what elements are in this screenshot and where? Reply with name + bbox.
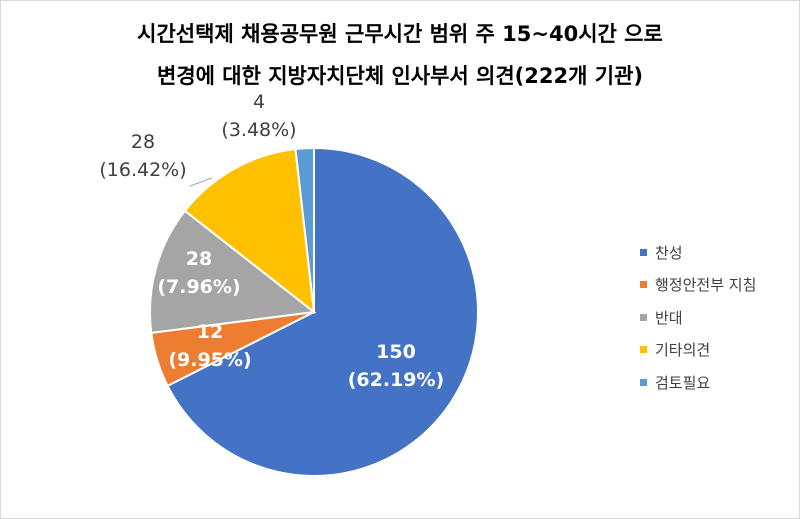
legend-item-agree: 찬성	[640, 236, 756, 269]
legend-label-oppose: 반대	[655, 308, 683, 327]
legend-item-mois-guideline: 행정안전부 지침	[640, 269, 756, 302]
data-label-mois-guideline: 12 (9.95%)	[168, 321, 251, 371]
legend-label-review-needed: 검토필요	[655, 373, 711, 392]
data-label-oppose: 28 (7.96%)	[157, 248, 240, 298]
legend-item-review-needed: 검토필요	[640, 366, 756, 399]
leader-line-other-opinion	[189, 177, 213, 187]
legend-item-oppose: 반대	[640, 301, 756, 334]
chart-title-line-1: 시간선택제 채용공무원 근무시간 범위 주 15~40시간 으로	[137, 22, 663, 46]
pie-slice-review-needed	[294, 146, 315, 313]
data-label-agree: 150 (62.19%)	[348, 341, 445, 391]
legend-label-other-opinion: 기타의견	[655, 341, 711, 360]
pie-slice-agree	[166, 146, 479, 477]
legend-label-agree: 찬성	[655, 243, 683, 262]
legend-swatch-mois-guideline	[640, 281, 647, 289]
legend-swatch-agree	[640, 248, 647, 256]
data-label-other-opinion: 28 (16.42%)	[99, 131, 186, 181]
data-label-review-needed: 4 (3.48%)	[221, 91, 296, 141]
legend-label-mois-guideline: 행정안전부 지침	[655, 276, 757, 295]
legend-swatch-other-opinion	[640, 346, 647, 354]
legend-swatch-review-needed	[640, 378, 647, 386]
chart-title-line-2: 변경에 대한 지방자치단체 인사부서 의견(222개 기관)	[157, 64, 643, 88]
pie-slice-other-opinion	[183, 147, 316, 315]
legend-item-other-opinion: 기타의견	[640, 334, 756, 367]
pie-slice-oppose	[149, 209, 317, 334]
legend-swatch-oppose	[640, 313, 647, 321]
